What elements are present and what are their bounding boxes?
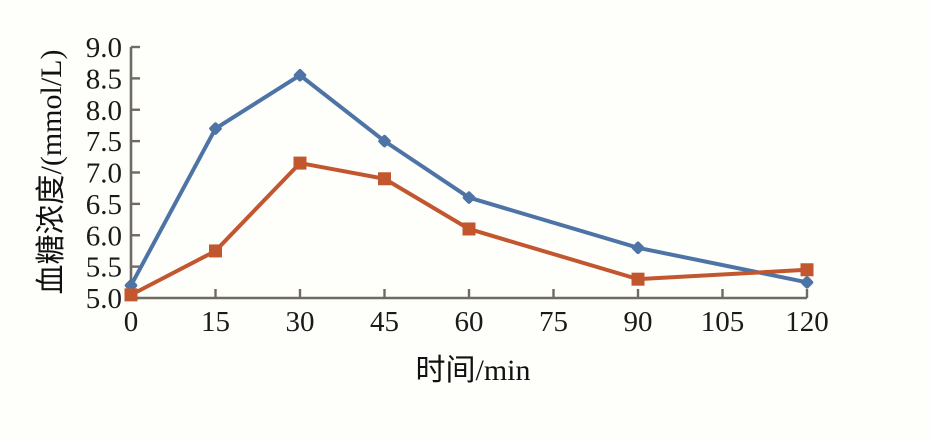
y-tick-label: 6.0 xyxy=(86,220,122,252)
x-tick-label: 45 xyxy=(370,306,399,338)
y-axis-title: 血糖浓度/(mmol/L) xyxy=(35,49,68,295)
orange-series-marker xyxy=(631,272,645,286)
orange-series-marker xyxy=(378,172,391,186)
orange-series-marker xyxy=(209,244,222,258)
orange-series-marker xyxy=(124,288,138,302)
x-tick-label: 75 xyxy=(539,306,568,338)
x-tick-label: 15 xyxy=(201,306,230,338)
x-tick-label: 60 xyxy=(455,306,484,338)
y-tick-label: 5.5 xyxy=(86,252,122,284)
blue-series-marker xyxy=(631,241,645,255)
y-tick-label: 5.0 xyxy=(86,283,122,315)
y-tick-label: 7.5 xyxy=(86,126,122,158)
x-tick-label: 120 xyxy=(785,306,829,338)
blue-series-marker xyxy=(462,191,476,204)
blue-series-marker xyxy=(378,134,391,148)
x-tick-label: 90 xyxy=(624,306,653,338)
x-tick-label: 105 xyxy=(701,306,745,338)
blue-series-line xyxy=(129,73,809,288)
x-axis-title: 时间/min xyxy=(415,354,531,387)
y-tick-label: 9.0 xyxy=(86,32,122,64)
blue-series-marker xyxy=(293,68,307,82)
y-tick-label: 7.0 xyxy=(86,158,122,190)
blue-series-marker xyxy=(209,122,222,135)
orange-series-marker xyxy=(462,222,476,236)
y-tick-label: 8.5 xyxy=(86,63,122,95)
orange-series-marker xyxy=(293,156,307,170)
x-tick-label: 0 xyxy=(124,306,139,338)
y-tick-label: 6.5 xyxy=(86,189,122,221)
x-tick-label: 30 xyxy=(286,306,315,338)
blue-series-marker xyxy=(800,276,814,289)
y-tick-label: 8.0 xyxy=(86,95,122,127)
orange-series-marker xyxy=(800,263,814,277)
